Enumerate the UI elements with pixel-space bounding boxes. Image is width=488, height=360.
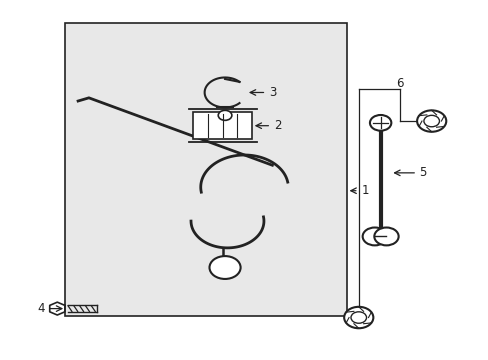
Text: 3: 3 [268,86,276,99]
Text: 5: 5 [419,166,426,179]
Circle shape [209,256,240,279]
Text: 1: 1 [361,184,368,197]
Circle shape [218,111,231,120]
Text: 2: 2 [273,119,281,132]
Text: 4: 4 [38,302,45,315]
Circle shape [350,312,366,323]
Circle shape [416,111,446,132]
Circle shape [373,228,398,246]
Bar [193,112,251,139]
Bar [64,23,346,316]
Circle shape [423,115,439,127]
Circle shape [344,307,372,328]
Circle shape [362,228,386,246]
Circle shape [369,115,390,131]
Text: 6: 6 [396,77,403,90]
